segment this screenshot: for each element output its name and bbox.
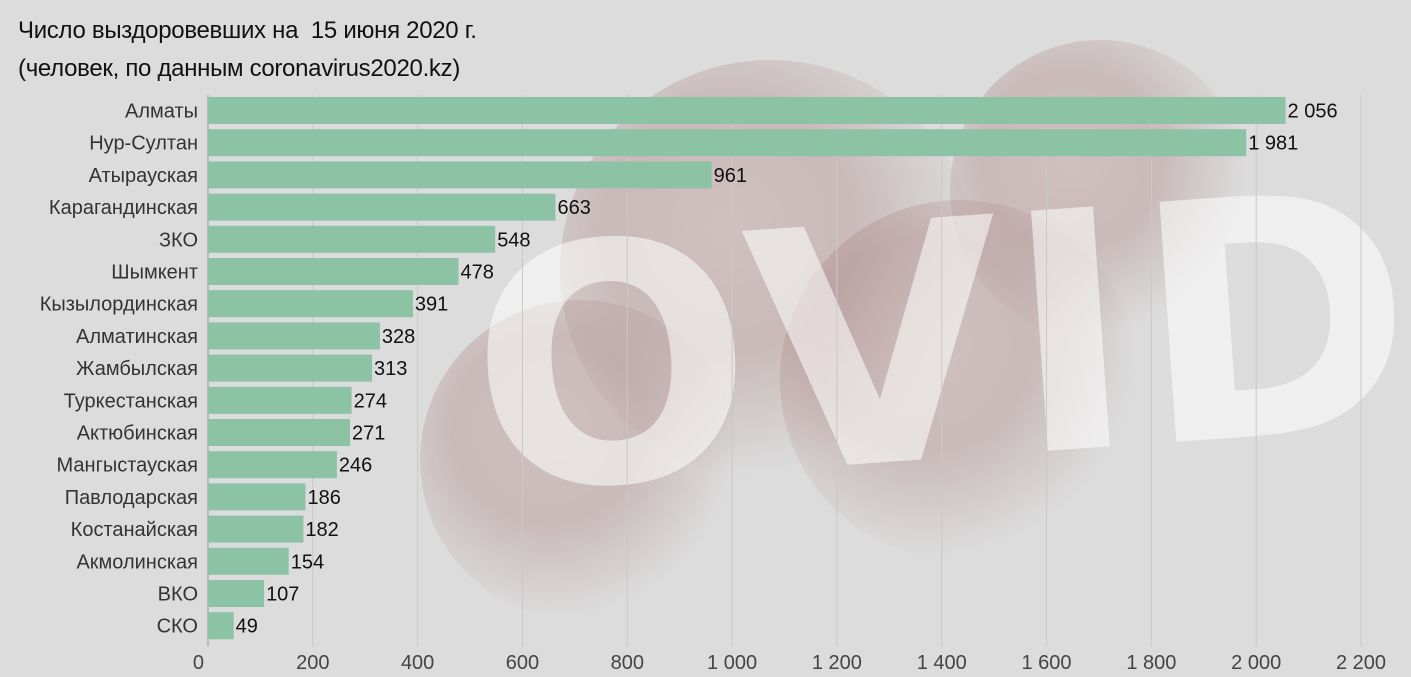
category-label: ВКО <box>158 584 198 606</box>
category-label: Кызылординская <box>40 294 198 316</box>
bar <box>208 129 1247 157</box>
x-tick-label: 200 <box>296 652 329 674</box>
category-label: СКО <box>157 616 198 638</box>
x-tick-label: 1 600 <box>1022 652 1072 674</box>
category-label: Нур-Султан <box>89 133 198 155</box>
value-label: 478 <box>461 262 494 284</box>
value-label: 391 <box>415 294 448 316</box>
value-label: 271 <box>352 423 385 445</box>
chart-title: Число выздоровевших на 15 июня 2020 г. <box>18 17 477 44</box>
bar <box>208 97 1286 124</box>
bar <box>208 451 337 479</box>
x-tick-label: 1 200 <box>812 652 862 674</box>
x-tick-label: 2 000 <box>1231 652 1281 674</box>
value-label: 2 056 <box>1288 101 1338 123</box>
category-label: Карагандинская <box>49 197 198 219</box>
x-tick-label: 1 800 <box>1126 652 1176 674</box>
value-label: 1 981 <box>1248 133 1298 155</box>
category-label: Актюбинская <box>77 423 198 445</box>
category-label: Акмолинская <box>76 551 198 573</box>
bar <box>208 322 380 350</box>
value-label: 246 <box>339 455 372 477</box>
bar <box>208 547 289 575</box>
category-label: Атырауская <box>89 165 198 187</box>
category-label: Павлодарская <box>65 487 198 509</box>
bar <box>208 386 352 414</box>
x-tick-label: 800 <box>611 652 644 674</box>
value-label: 107 <box>266 584 299 606</box>
bar <box>208 580 265 607</box>
value-label: 186 <box>307 487 340 509</box>
bar <box>208 290 413 318</box>
bar <box>208 612 234 640</box>
bar <box>208 515 304 543</box>
x-tick-label: 1 000 <box>707 652 757 674</box>
category-label: Костанайская <box>71 519 198 541</box>
value-label: 49 <box>236 616 258 638</box>
bar <box>208 161 712 189</box>
category-label: Жамбылская <box>76 358 198 380</box>
bar <box>208 419 351 446</box>
value-label: 663 <box>557 197 590 219</box>
x-tick-label: 2 200 <box>1336 652 1386 674</box>
category-label: ЗКО <box>159 229 198 251</box>
category-label: Алматы <box>125 101 198 123</box>
value-label: 961 <box>714 165 747 187</box>
bar <box>208 225 496 253</box>
value-label: 548 <box>497 229 530 251</box>
x-tick-label: 0 <box>193 652 204 674</box>
value-label: 182 <box>305 519 338 541</box>
value-label: 328 <box>382 326 415 348</box>
x-tick-label: 600 <box>506 652 539 674</box>
value-label: 274 <box>354 390 387 412</box>
x-tick-label: 1 400 <box>917 652 967 674</box>
category-label: Алматинская <box>76 326 198 348</box>
category-label: Мангыстауская <box>57 455 198 477</box>
x-tick-label: 400 <box>401 652 434 674</box>
chart-title-block: Число выздоровевших на 15 июня 2020 г. (… <box>18 12 477 88</box>
bar <box>208 483 306 511</box>
bar <box>208 258 459 285</box>
chart-subtitle: (человек, по данным coronavirus2020.kz) <box>18 55 461 82</box>
value-label: 313 <box>374 358 407 380</box>
bar <box>208 193 556 221</box>
category-label: Шымкент <box>111 262 198 284</box>
category-label: Туркестанская <box>64 390 198 412</box>
value-label: 154 <box>291 551 324 573</box>
bar <box>208 354 373 382</box>
